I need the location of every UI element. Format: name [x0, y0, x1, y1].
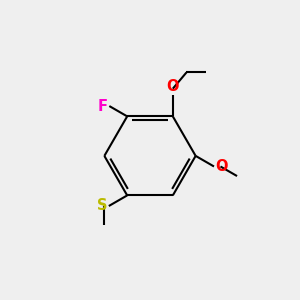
Text: O: O — [215, 159, 228, 174]
Text: S: S — [98, 198, 108, 213]
Text: F: F — [98, 99, 108, 114]
Text: O: O — [166, 79, 178, 94]
